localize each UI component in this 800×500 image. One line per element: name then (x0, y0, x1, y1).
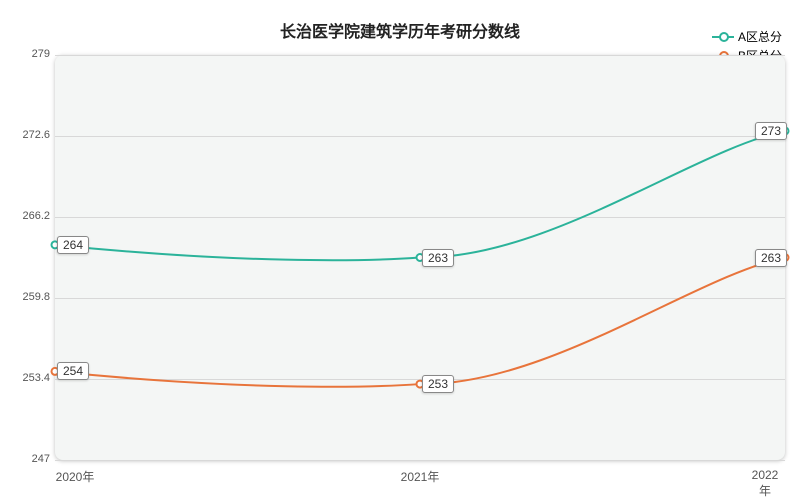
data-point-label: 254 (57, 362, 89, 380)
line-series-svg (0, 0, 800, 500)
data-point-label: 264 (57, 236, 89, 254)
data-point-label: 253 (422, 375, 454, 393)
data-point-label: 263 (422, 249, 454, 267)
series-line (55, 131, 785, 260)
chart-container: 长治医学院建筑学历年考研分数线 A区总分 B区总分 247253.4259.82… (0, 0, 800, 500)
data-point-label: 273 (755, 122, 787, 140)
series-line (55, 258, 785, 387)
data-point-label: 263 (755, 249, 787, 267)
